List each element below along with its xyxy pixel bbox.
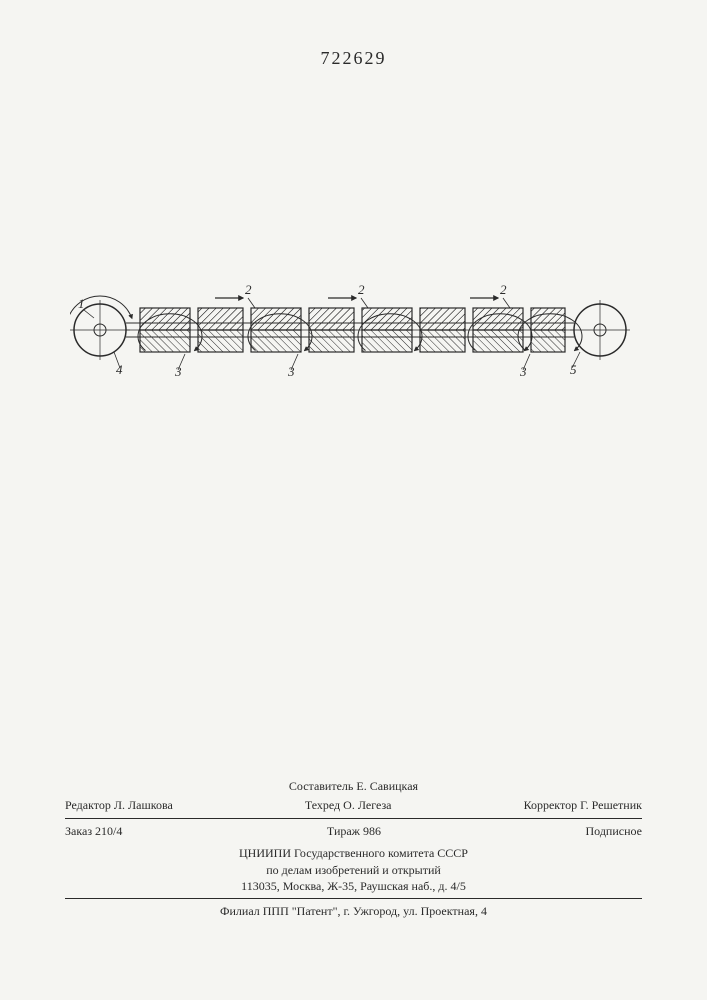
org-line-1: ЦНИИПИ Государственного комитета СССР xyxy=(65,845,642,862)
divider xyxy=(65,818,642,819)
compiler-row: Составитель Е. Савицкая xyxy=(65,777,642,796)
editor: Редактор Л. Лашкова xyxy=(65,798,173,813)
patent-number: 722629 xyxy=(0,48,707,69)
svg-text:5: 5 xyxy=(570,362,577,377)
credits-row: Редактор Л. Лашкова Техред О. Легеза Кор… xyxy=(65,796,642,815)
podpis: Подписное xyxy=(586,824,643,839)
org-line-2: по делам изобретений и открытий xyxy=(65,862,642,879)
order-number: Заказ 210/4 xyxy=(65,824,122,839)
branch-line: Филиал ППП "Патент", г. Ужгород, ул. Про… xyxy=(65,903,642,920)
svg-text:3: 3 xyxy=(174,364,182,379)
corrector: Корректор Г. Решетник xyxy=(524,798,642,813)
svg-text:2: 2 xyxy=(500,282,507,297)
branch-line-wrap: Филиал ППП "Патент", г. Ужгород, ул. Про… xyxy=(65,903,642,920)
order-row: Заказ 210/4 Тираж 986 Подписное xyxy=(65,822,642,841)
techred: Техред О. Легеза xyxy=(305,798,392,813)
tirazh: Тираж 986 xyxy=(327,824,381,839)
footer-block: Составитель Е. Савицкая Редактор Л. Лашк… xyxy=(65,777,642,920)
mechanism-diagram: 1 2 2 2 3 3 3 4 5 xyxy=(70,270,630,390)
compiler: Составитель Е. Савицкая xyxy=(289,779,418,794)
divider xyxy=(65,898,642,899)
svg-text:1: 1 xyxy=(78,296,85,311)
svg-text:2: 2 xyxy=(245,282,252,297)
org-lines: ЦНИИПИ Государственного комитета СССР по… xyxy=(65,845,642,895)
page: 722629 1 2 2 2 3 3 3 4 5 Составитель Е. Савицкая… xyxy=(0,0,707,1000)
svg-text:3: 3 xyxy=(287,364,295,379)
svg-text:4: 4 xyxy=(116,362,123,377)
address-line: 113035, Москва, Ж-35, Раушская наб., д. … xyxy=(65,878,642,895)
svg-text:3: 3 xyxy=(519,364,527,379)
svg-text:2: 2 xyxy=(358,282,365,297)
